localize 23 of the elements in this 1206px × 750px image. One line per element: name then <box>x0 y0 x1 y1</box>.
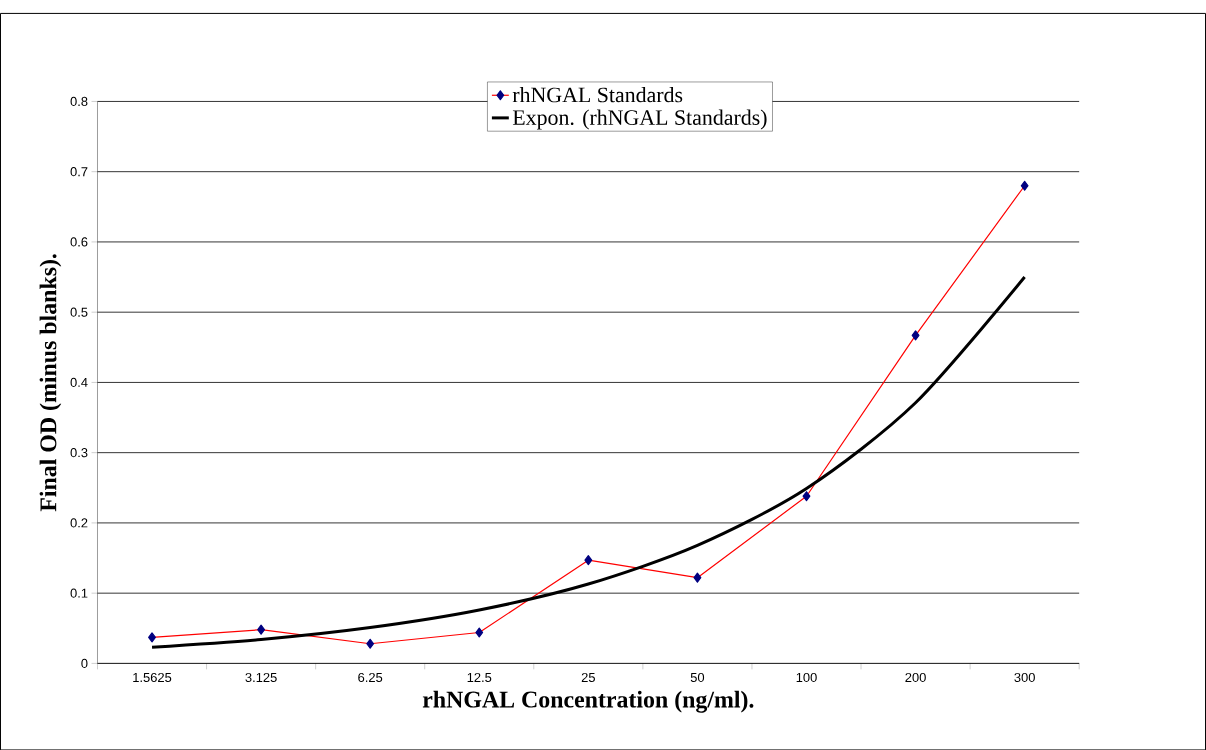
line-series <box>150 275 1027 649</box>
y-tick-label: 0.2 <box>70 518 88 528</box>
y-tick-label: 0.4 <box>70 377 88 387</box>
x-tick-label: 100 <box>796 672 817 682</box>
y-tick-label: 0.1 <box>70 588 88 598</box>
x-tick-label: 1.5625 <box>133 672 172 682</box>
x-axis-title: rhNGAL Concentration (ng/ml). <box>422 690 754 713</box>
x-tick-label: 3.125 <box>245 672 277 682</box>
x-tick-label: 300 <box>1014 672 1035 682</box>
x-tick-label: 6.25 <box>358 672 383 682</box>
legend-label: rhNGAL Standards <box>512 86 683 103</box>
x-tick-label: 12.5 <box>467 672 492 682</box>
y-tick-label: 0.3 <box>70 447 88 458</box>
y-tick-label: 0.5 <box>70 307 88 317</box>
y-tick-label: 0.6 <box>70 237 88 247</box>
y-axis-title: Final OD (minus blanks). <box>39 253 62 512</box>
y-tick-label: 0.8 <box>70 96 88 106</box>
y-tick-label: 0 <box>81 658 88 668</box>
x-tick-label: 25 <box>581 672 595 682</box>
legend-label: Expon. (rhNGAL Standards) <box>512 109 767 130</box>
x-tick-label: 50 <box>690 672 705 682</box>
y-tick-label: 0.7 <box>70 166 88 177</box>
x-tick-label: 200 <box>905 672 926 682</box>
